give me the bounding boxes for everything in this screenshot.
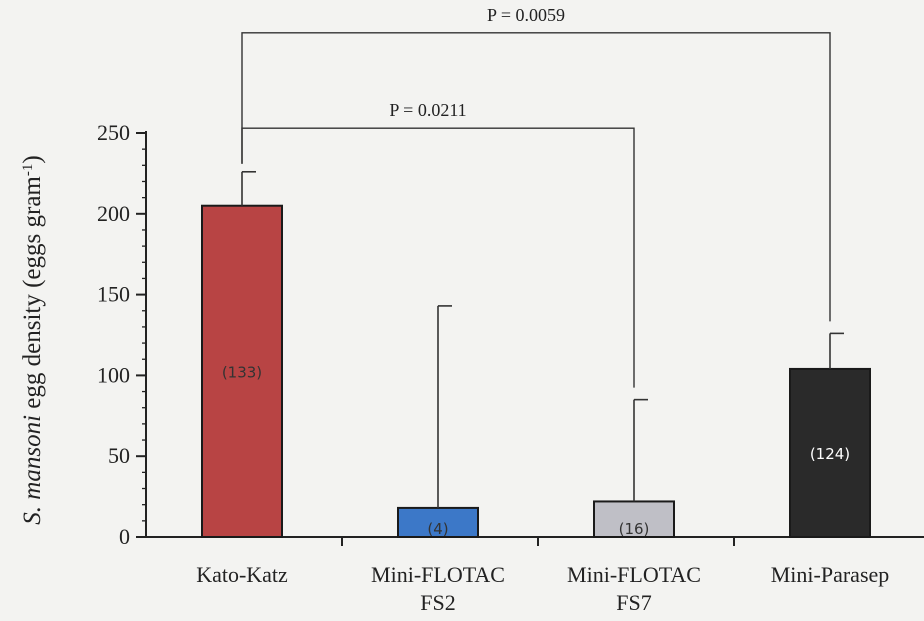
p-value-label: P = 0.0211 <box>389 100 466 120</box>
sample-size-label: (16) <box>619 520 650 538</box>
x-category-label-line: FS7 <box>616 590 651 615</box>
y-axis-label-close: ) <box>19 155 46 163</box>
y-tick-label: 100 <box>97 362 130 387</box>
x-category-label-line: Kato-Katz <box>196 562 288 587</box>
y-tick-label: 150 <box>97 282 130 307</box>
sample-size-label: (124) <box>810 445 850 463</box>
x-category-label: Mini-FLOTAC FS2 <box>371 562 505 615</box>
x-category-label: Mini-Parasep <box>771 562 890 587</box>
bar <box>789 367 871 538</box>
y-axis-label-sup: -1 <box>20 164 36 177</box>
y-tick-label: 200 <box>97 201 130 226</box>
x-category-label-line: Mini-FLOTAC <box>567 562 701 587</box>
y-axis-label-italic: S. mansoni <box>19 415 46 525</box>
y-axis-label: S. mansoni egg density (eggs gram-1) <box>19 155 46 524</box>
y-tick-label: 50 <box>108 443 130 468</box>
bars: (133) (4) (16) (124) <box>201 170 871 538</box>
x-category-label-line: Mini-Parasep <box>771 562 890 587</box>
x-category-label-line: FS2 <box>420 590 455 615</box>
x-category-label: Kato-Katz <box>196 562 288 587</box>
significance-bracket <box>241 32 831 322</box>
y-axis-label-text: egg density (eggs gram <box>19 176 46 415</box>
y-tick-label: 250 <box>97 120 130 145</box>
x-category-label: Mini-FLOTAC FS7 <box>567 562 701 615</box>
p-value-label: P = 0.0059 <box>487 5 565 25</box>
bar <box>397 506 479 538</box>
x-category-label-line: Mini-FLOTAC <box>371 562 505 587</box>
significance-annotations: P = 0.0211 P = 0.0059 <box>241 5 831 388</box>
sample-size-label: (4) <box>427 520 448 538</box>
sample-size-label: (133) <box>222 363 262 381</box>
y-tick-label: 0 <box>119 524 130 549</box>
y-axis: 0 50 100 150 200 250 <box>97 120 147 549</box>
